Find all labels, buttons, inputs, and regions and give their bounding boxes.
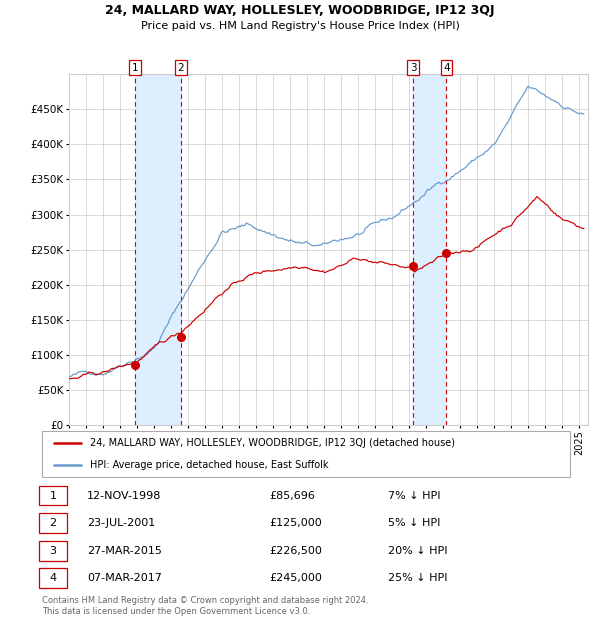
Text: 4: 4: [443, 63, 450, 73]
Text: 07-MAR-2017: 07-MAR-2017: [87, 574, 162, 583]
Text: £226,500: £226,500: [269, 546, 322, 556]
FancyBboxPatch shape: [40, 569, 67, 588]
FancyBboxPatch shape: [40, 541, 67, 560]
Text: 24, MALLARD WAY, HOLLESLEY, WOODBRIDGE, IP12 3QJ (detached house): 24, MALLARD WAY, HOLLESLEY, WOODBRIDGE, …: [89, 438, 455, 448]
Bar: [413, 74, 446, 425]
Text: HPI: Average price, detached house, East Suffolk: HPI: Average price, detached house, East…: [89, 460, 328, 470]
Text: 2: 2: [50, 518, 56, 528]
FancyBboxPatch shape: [40, 485, 67, 505]
Text: 12-NOV-1998: 12-NOV-1998: [87, 490, 161, 500]
Text: 1: 1: [50, 490, 56, 500]
Text: £85,696: £85,696: [269, 490, 315, 500]
Text: 27-MAR-2015: 27-MAR-2015: [87, 546, 162, 556]
Text: 24, MALLARD WAY, HOLLESLEY, WOODBRIDGE, IP12 3QJ: 24, MALLARD WAY, HOLLESLEY, WOODBRIDGE, …: [105, 4, 495, 17]
Text: 2: 2: [178, 63, 184, 73]
Text: 23-JUL-2001: 23-JUL-2001: [87, 518, 155, 528]
Text: 7% ↓ HPI: 7% ↓ HPI: [388, 490, 440, 500]
Text: 25% ↓ HPI: 25% ↓ HPI: [388, 574, 448, 583]
Text: 5% ↓ HPI: 5% ↓ HPI: [388, 518, 440, 528]
FancyBboxPatch shape: [42, 431, 570, 477]
Text: 3: 3: [410, 63, 416, 73]
Text: 3: 3: [50, 546, 56, 556]
Text: 1: 1: [131, 63, 138, 73]
Text: 4: 4: [50, 574, 56, 583]
Text: Price paid vs. HM Land Registry's House Price Index (HPI): Price paid vs. HM Land Registry's House …: [140, 21, 460, 31]
Text: 20% ↓ HPI: 20% ↓ HPI: [388, 546, 448, 556]
Bar: [135, 74, 181, 425]
Text: £245,000: £245,000: [269, 574, 322, 583]
Text: £125,000: £125,000: [269, 518, 322, 528]
Text: Contains HM Land Registry data © Crown copyright and database right 2024.
This d: Contains HM Land Registry data © Crown c…: [42, 596, 368, 616]
FancyBboxPatch shape: [40, 513, 67, 533]
